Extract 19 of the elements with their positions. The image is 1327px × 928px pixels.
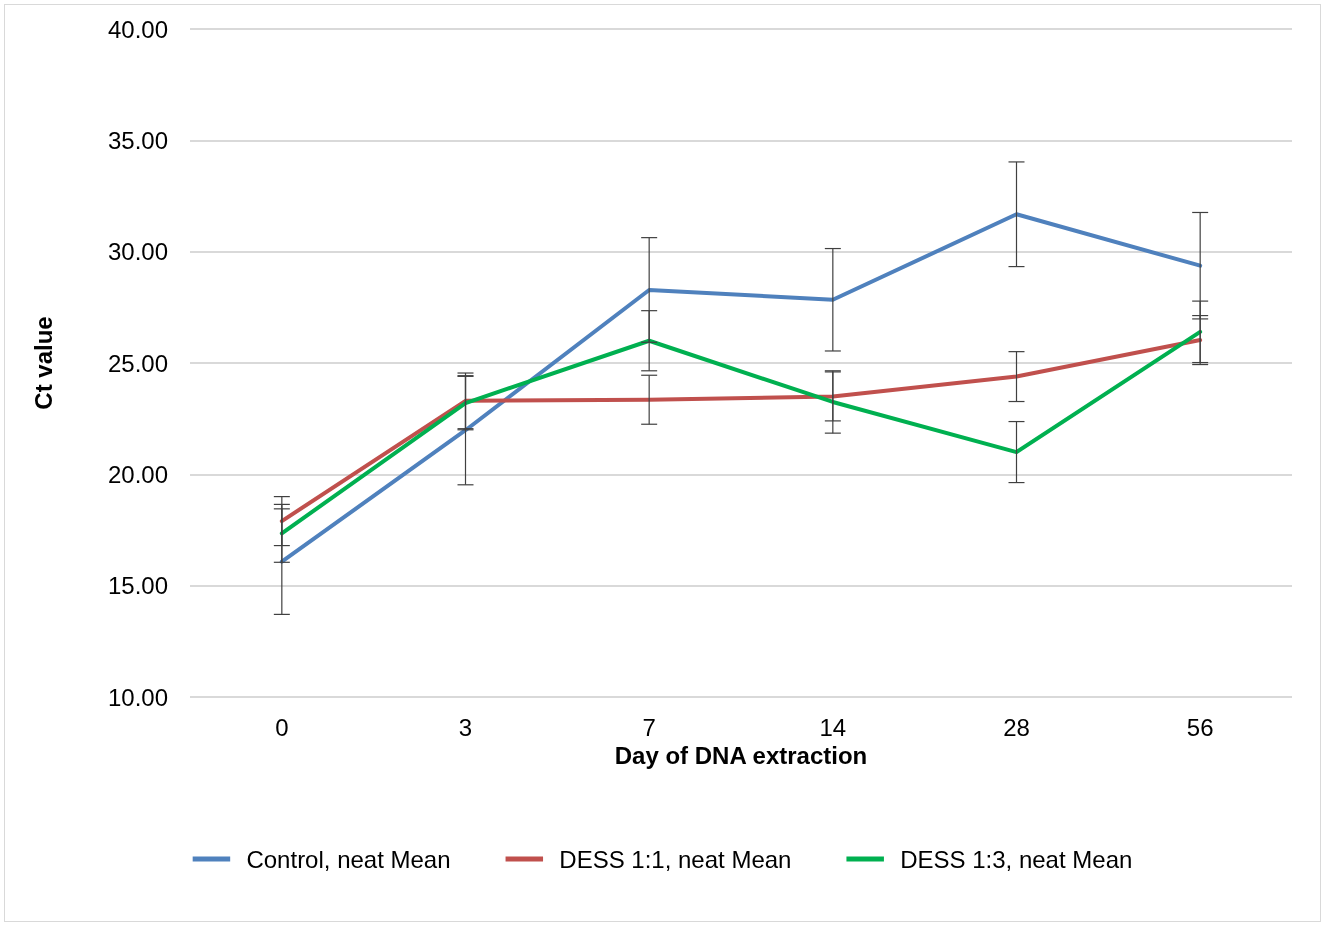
x-tick-label: 0 (275, 713, 289, 741)
y-tick-label: 30.00 (107, 238, 168, 266)
y-tick-label: 40.00 (107, 15, 168, 43)
x-tick-label: 7 (642, 713, 656, 741)
y-tick-label: 20.00 (107, 460, 168, 488)
y-axis-title: Ct value (29, 316, 57, 410)
x-axis-title: Day of DNA extraction (614, 742, 868, 770)
legend-label: Control, neat Mean (246, 845, 451, 873)
x-tick-label: 56 (1186, 713, 1214, 741)
x-tick-label: 3 (458, 713, 473, 741)
legend-label: DESS 1:3, neat Mean (900, 845, 1133, 873)
legend-label: DESS 1:1, neat Mean (559, 845, 792, 873)
x-tick-label: 28 (1003, 713, 1030, 741)
y-tick-label: 10.00 (107, 683, 168, 711)
y-tick-label: 15.00 (107, 572, 168, 600)
x-tick-label: 14 (819, 713, 847, 741)
y-tick-label: 35.00 (107, 126, 168, 154)
y-tick-label: 25.00 (107, 349, 168, 377)
line-series (279, 212, 1203, 564)
